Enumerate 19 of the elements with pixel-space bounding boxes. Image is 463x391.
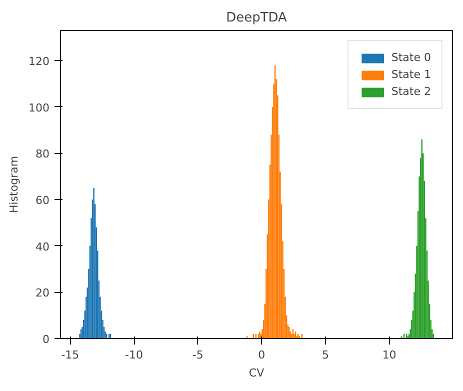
y-tick-label: 20 [36, 286, 50, 300]
y-tick-label: 60 [36, 194, 50, 208]
x-tick-label: -10 [125, 348, 144, 362]
y-tick-label: 100 [28, 101, 50, 114]
x-tick-label: -5 [192, 348, 204, 362]
y-axis-title: Histogram [8, 156, 21, 214]
legend-label: State 1 [391, 68, 431, 81]
legend-label: State 2 [391, 85, 431, 98]
legend-label: State 0 [391, 51, 431, 64]
x-tick-label: 0 [258, 348, 266, 362]
chart-title: DeepTDA [226, 10, 288, 26]
x-tick-label: 10 [382, 348, 396, 362]
x-tick-label: -15 [61, 348, 80, 362]
y-tick-label: 80 [36, 148, 50, 161]
y-tick-label: 40 [36, 240, 50, 254]
x-tick-label: 5 [322, 348, 329, 362]
y-tick-label: 120 [28, 55, 50, 68]
y-tick-label: 0 [42, 333, 50, 346]
x-axis-title: CV [248, 366, 265, 380]
